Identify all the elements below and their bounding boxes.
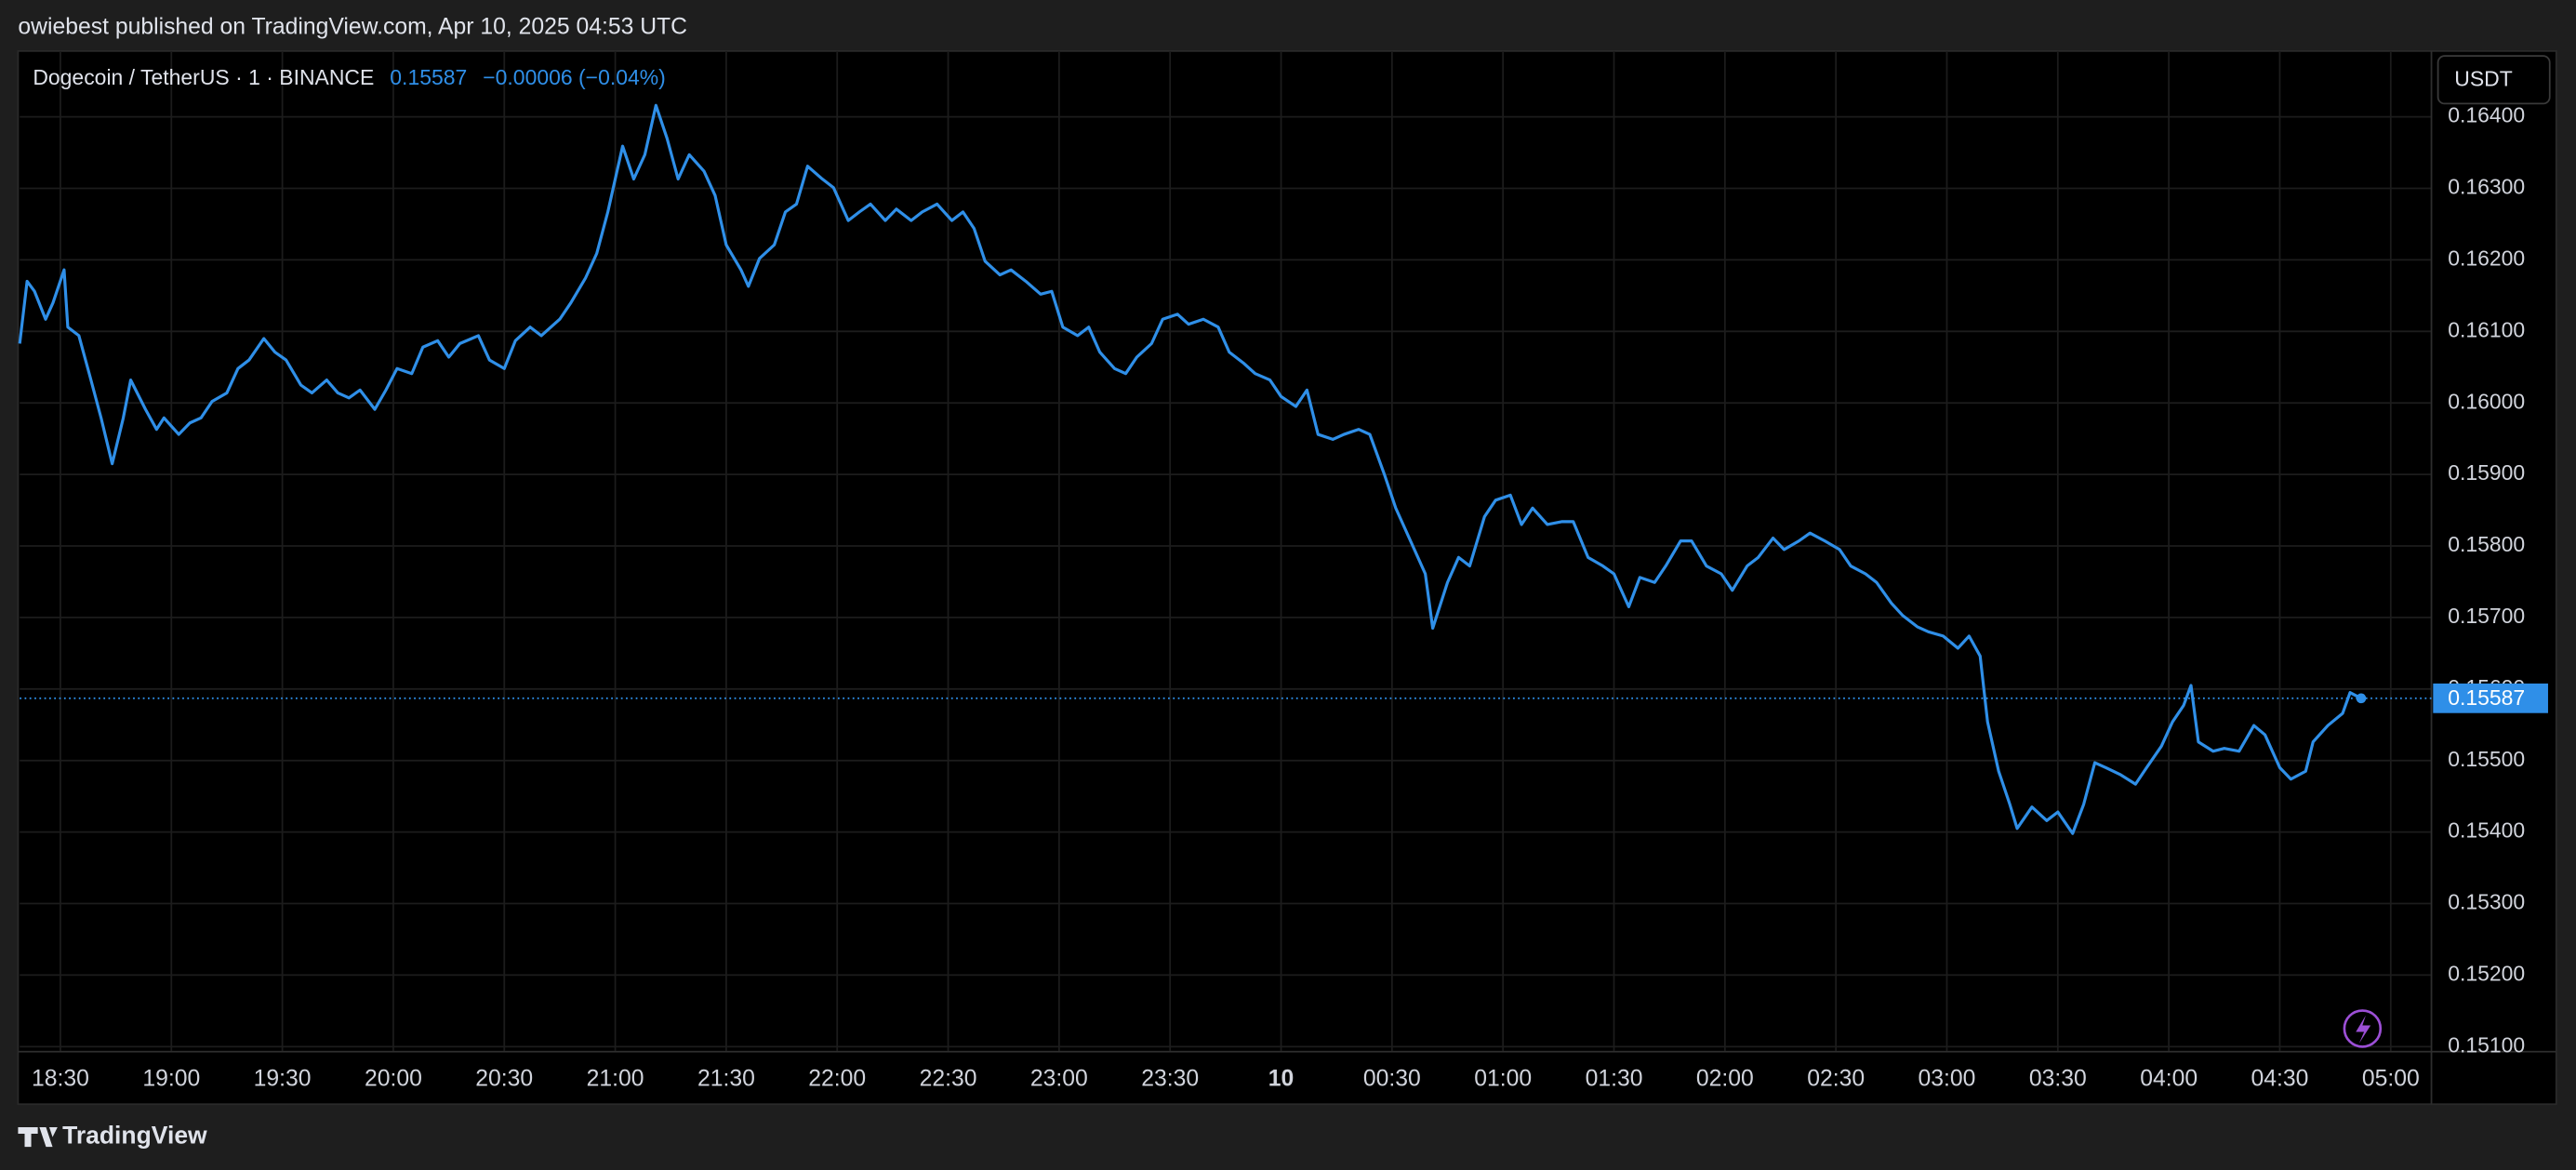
y-tick-label: 0.15300: [2448, 890, 2525, 914]
y-tick-label: 0.16200: [2448, 246, 2525, 270]
x-tick-label: 04:30: [2251, 1066, 2309, 1091]
x-tick-label: 19:30: [254, 1066, 312, 1091]
x-tick-label: 03:30: [2029, 1066, 2087, 1091]
last-price-tag: [2433, 683, 2548, 713]
bolt-icon[interactable]: [2343, 1009, 2383, 1048]
x-tick-label: 04:00: [2140, 1066, 2198, 1091]
x-tick-label: 22:30: [920, 1066, 977, 1091]
price-line: [18, 103, 2362, 835]
y-tick-label: 0.15500: [2448, 747, 2525, 771]
x-tick-label: 01:30: [1586, 1066, 1643, 1091]
x-tick-label: 21:30: [697, 1066, 755, 1091]
x-tick-label: 19:00: [142, 1066, 200, 1091]
brand-name: TradingView: [62, 1122, 207, 1150]
x-tick-label: 10: [1268, 1066, 1295, 1091]
x-tick-label: 05:00: [2362, 1066, 2420, 1091]
y-tick-label: 0.16300: [2448, 175, 2525, 199]
publisher-line: owiebest published on TradingView.com, A…: [18, 15, 687, 40]
grid: [20, 50, 2432, 1052]
last-price-dot: [2356, 693, 2367, 704]
last-price-tag-label: 0.15587: [2448, 685, 2525, 710]
x-tick-label: 02:00: [1696, 1066, 1754, 1091]
y-tick-label: 0.16400: [2448, 103, 2525, 127]
chart-panel: [17, 49, 2557, 1106]
price-change: −0.00006 (−0.04%): [483, 65, 666, 89]
y-tick-label: 0.15700: [2448, 604, 2525, 628]
x-tick-label: 23:30: [1141, 1066, 1199, 1091]
x-tick-label: 23:00: [1030, 1066, 1088, 1091]
bolt-icon-glyph: [2356, 1015, 2371, 1044]
symbol-title: Dogecoin / TetherUS · 1 · BINANCE: [33, 65, 374, 89]
x-tick-label: 03:00: [1919, 1066, 1976, 1091]
x-tick-label: 20:00: [365, 1066, 422, 1091]
x-tick-label: 00:30: [1363, 1066, 1421, 1091]
plot: 0.151000.152000.153000.154000.155000.156…: [18, 103, 2548, 1091]
y-tick-label: 0.15800: [2448, 532, 2525, 556]
x-tick-label: 01:00: [1474, 1066, 1532, 1091]
y-tick-label: 0.16100: [2448, 317, 2525, 341]
x-tick-label: 22:00: [808, 1066, 866, 1091]
brand-logo: [18, 1126, 58, 1148]
x-tick-label: 18:30: [32, 1066, 89, 1091]
currency-label: USDT: [2454, 67, 2512, 91]
y-tick-label: 0.15200: [2448, 961, 2525, 985]
x-tick-label: 21:00: [587, 1066, 644, 1091]
currency-button[interactable]: [2437, 55, 2551, 105]
symbol-legend: Dogecoin / TetherUS · 1 · BINANCE 0.1558…: [33, 65, 665, 89]
y-tick-label: 0.15900: [2448, 460, 2525, 485]
x-tick-label: 02:30: [1807, 1066, 1865, 1091]
y-tick-label: 0.15400: [2448, 818, 2525, 843]
last-price: 0.15587: [390, 65, 467, 89]
y-tick-label: 0.15100: [2448, 1032, 2525, 1057]
y-tick-label: 0.16000: [2448, 389, 2525, 413]
x-tick-label: 20:30: [475, 1066, 533, 1091]
